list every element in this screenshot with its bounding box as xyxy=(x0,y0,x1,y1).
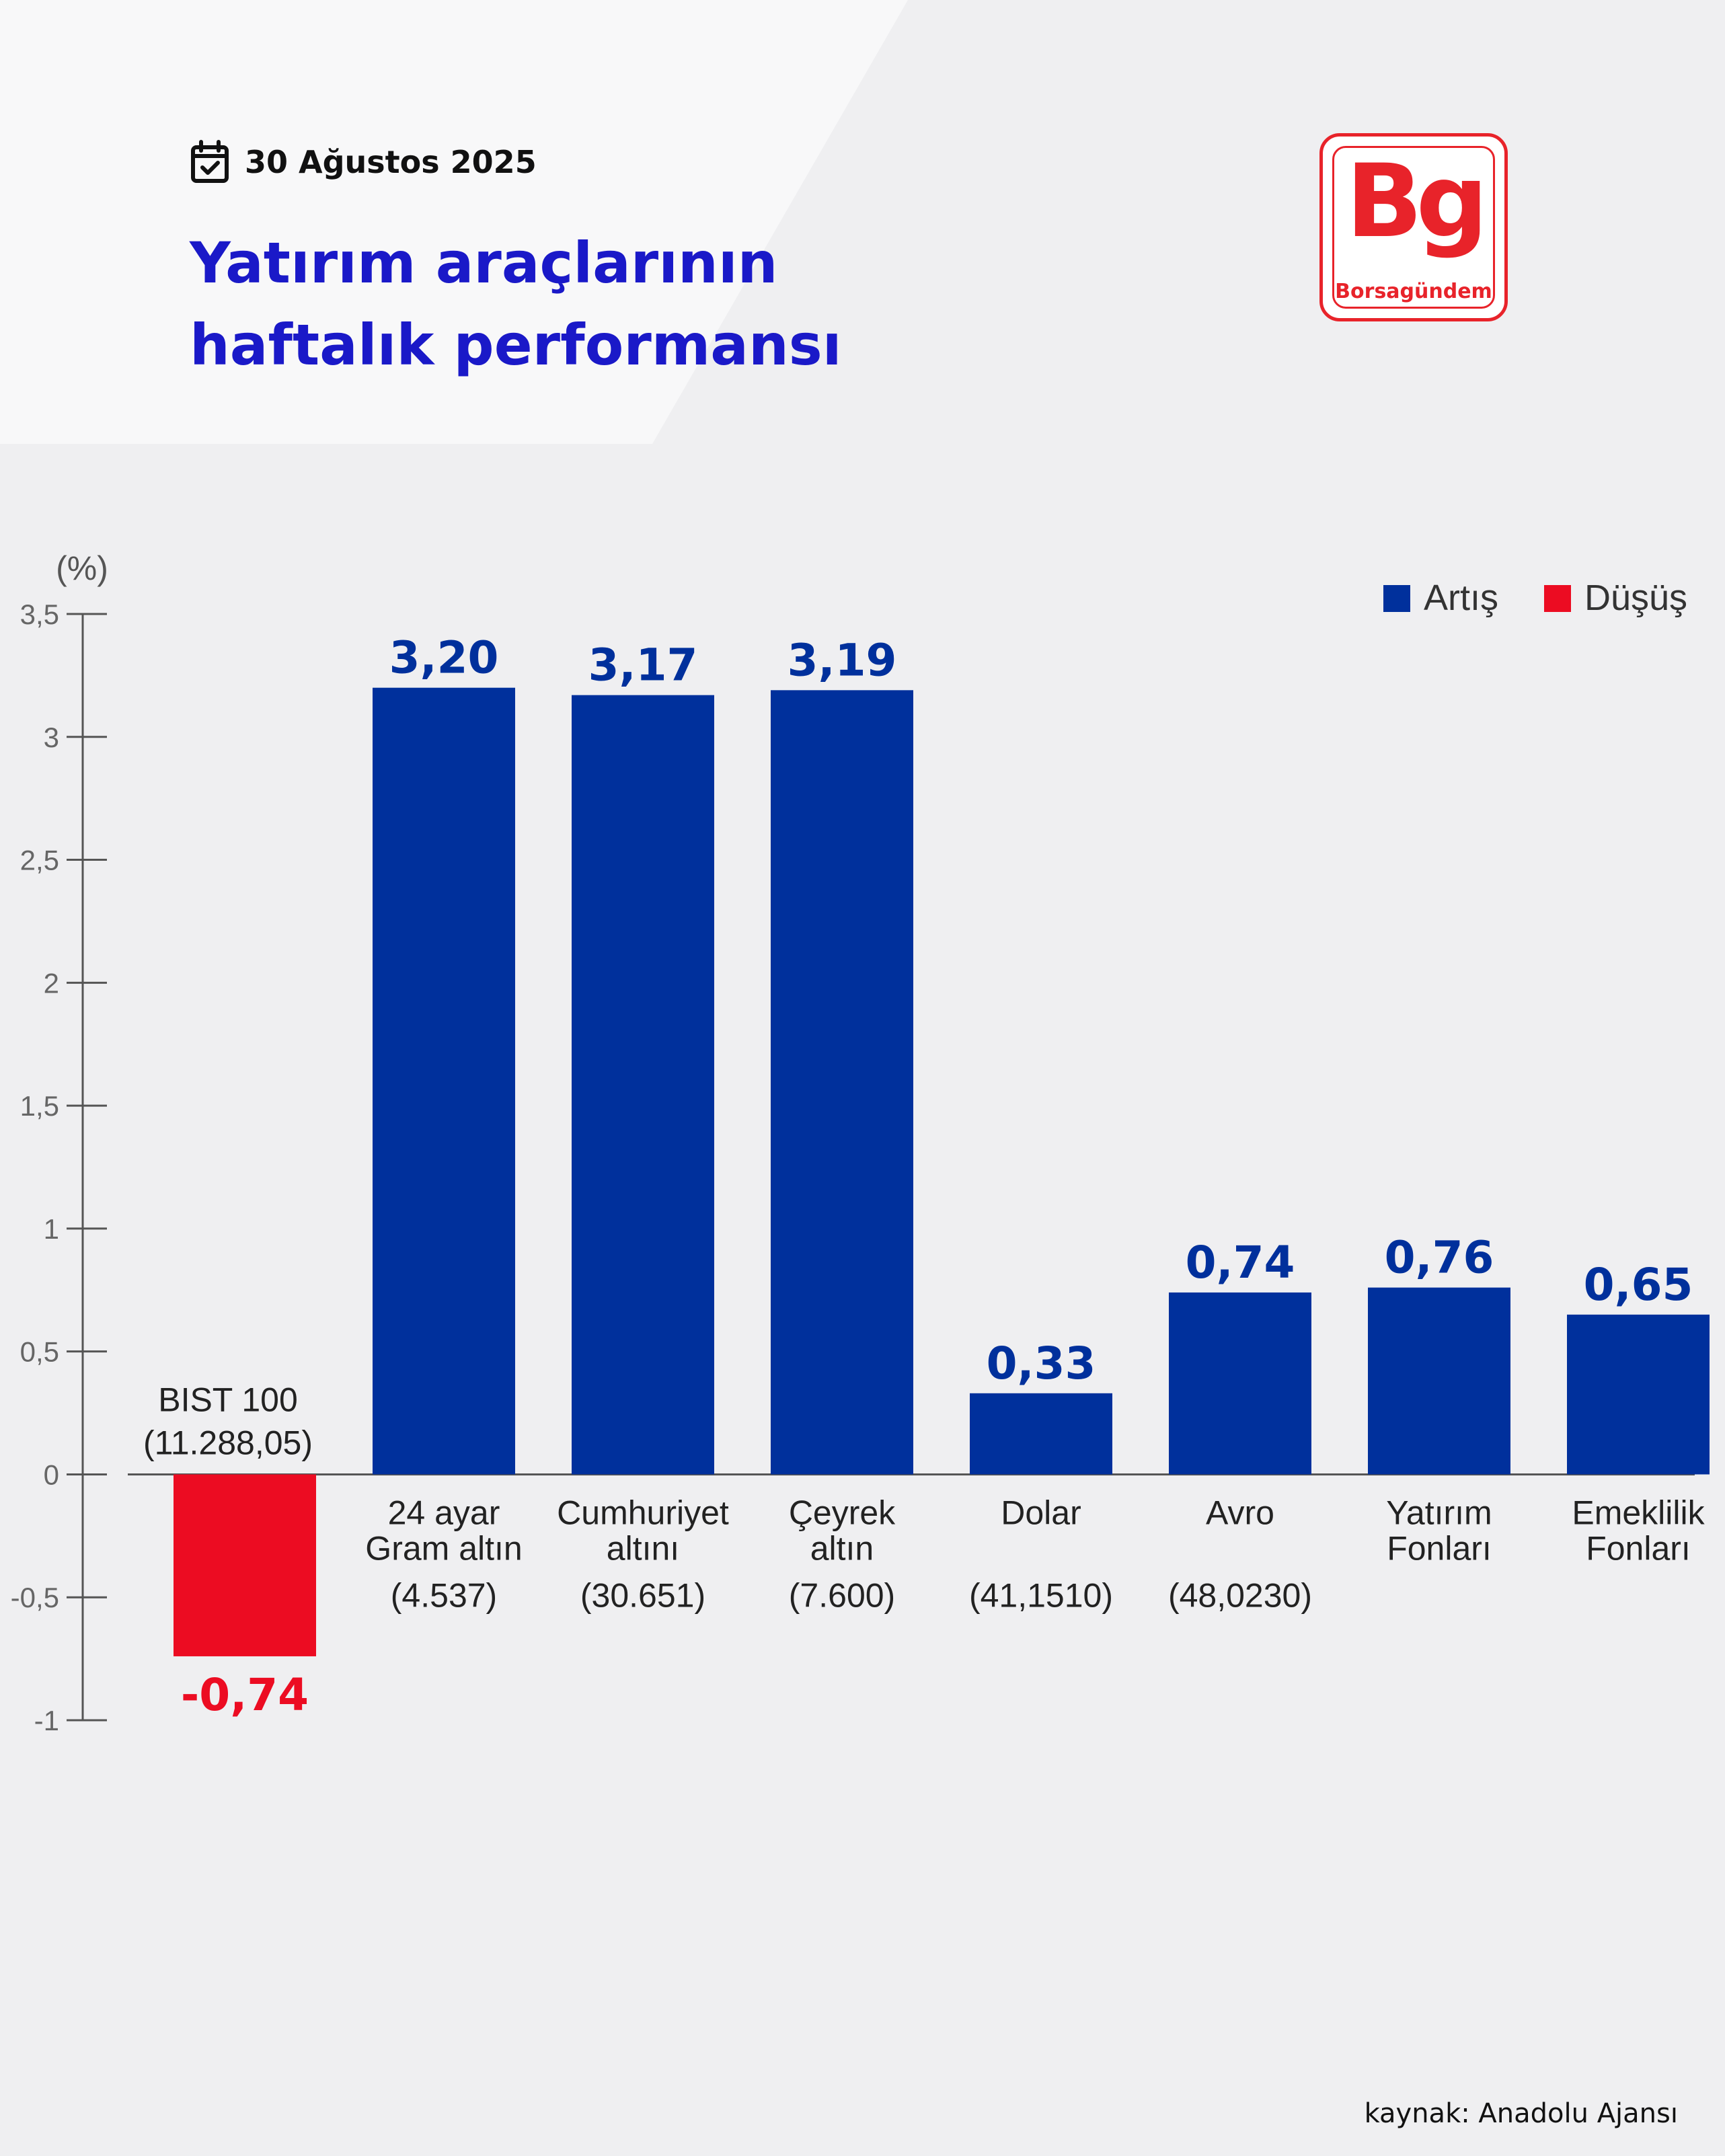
bar-value-label: 0,65 xyxy=(1584,1259,1693,1311)
bar-value-label: 0,76 xyxy=(1385,1232,1494,1284)
borsagundem-logo: Bg Borsagündem xyxy=(1319,133,1508,321)
bar-value-label: 3,20 xyxy=(389,632,499,684)
category-label: Avro xyxy=(1206,1494,1274,1531)
y-tick-label: -1 xyxy=(34,1705,59,1736)
bar xyxy=(373,687,515,1475)
category-label: Fonları xyxy=(1586,1529,1691,1567)
category-subvalue: (30.651) xyxy=(580,1576,705,1614)
category-label: Dolar xyxy=(1001,1494,1081,1531)
bar-value-label: 0,33 xyxy=(987,1338,1096,1389)
category-subvalue: (4.537) xyxy=(391,1576,497,1614)
category-label: Cumhuriyet xyxy=(557,1494,729,1531)
y-tick-label: 2,5 xyxy=(20,845,59,876)
date-text: 30 Ağustos 2025 xyxy=(245,144,537,180)
bar-value-label: 0,74 xyxy=(1186,1237,1295,1288)
y-tick-label: 2 xyxy=(44,967,59,999)
bar xyxy=(1567,1314,1710,1475)
y-tick-label: 3 xyxy=(44,722,59,753)
category-label: Fonları xyxy=(1387,1529,1492,1567)
page-title: Yatırım araçlarının haftalık performansı xyxy=(190,222,842,386)
logo-mark: Bg xyxy=(1346,143,1488,260)
title-line-1: Yatırım araçlarının xyxy=(190,230,778,296)
y-tick-label: 0 xyxy=(44,1459,59,1490)
y-tick-label: 1,5 xyxy=(20,1090,59,1122)
bar xyxy=(970,1393,1112,1475)
category-label: Çeyrek xyxy=(789,1494,896,1531)
bar xyxy=(572,695,714,1475)
category-label: altını xyxy=(607,1529,679,1567)
title-line-2: haftalık performansı xyxy=(190,312,842,378)
category-label: altın xyxy=(810,1529,874,1567)
y-tick-label: 0,5 xyxy=(20,1336,59,1368)
date-row: 30 Ağustos 2025 xyxy=(190,138,537,186)
bar-value-label: 3,19 xyxy=(788,634,897,686)
bar-value-label: -0,74 xyxy=(181,1669,309,1721)
bar xyxy=(1169,1292,1311,1475)
category-subvalue: (11.288,05) xyxy=(143,1424,313,1461)
legend-swatch xyxy=(1383,585,1410,612)
bar xyxy=(771,690,913,1475)
y-axis-label: (%) xyxy=(56,549,108,587)
category-label: BIST 100 xyxy=(158,1381,298,1418)
category-subvalue: (41,1510) xyxy=(969,1576,1113,1614)
logo-name: Borsagündem xyxy=(1335,280,1492,303)
bar-value-label: 3,17 xyxy=(588,640,698,691)
y-tick-label: 3,5 xyxy=(20,599,59,630)
category-subvalue: (48,0230) xyxy=(1168,1576,1312,1614)
bar xyxy=(1368,1287,1510,1475)
y-tick-label: 1 xyxy=(44,1213,59,1245)
category-label: Emeklilik xyxy=(1572,1494,1705,1531)
legend-swatch xyxy=(1544,585,1571,612)
category-label: Gram altın xyxy=(365,1529,522,1567)
category-label: Yatırım xyxy=(1386,1494,1492,1531)
y-tick-label: -0,5 xyxy=(11,1582,59,1613)
legend-label: Artış xyxy=(1424,578,1498,618)
category-label: 24 ayar xyxy=(388,1494,500,1531)
logo-frame xyxy=(1332,146,1495,309)
calendar-check-icon xyxy=(191,140,229,183)
source-credit: kaynak: Anadolu Ajansı xyxy=(1364,2098,1678,2129)
bar xyxy=(174,1474,316,1656)
legend-label: Düşüş xyxy=(1584,578,1687,618)
category-subvalue: (7.600) xyxy=(789,1576,895,1614)
